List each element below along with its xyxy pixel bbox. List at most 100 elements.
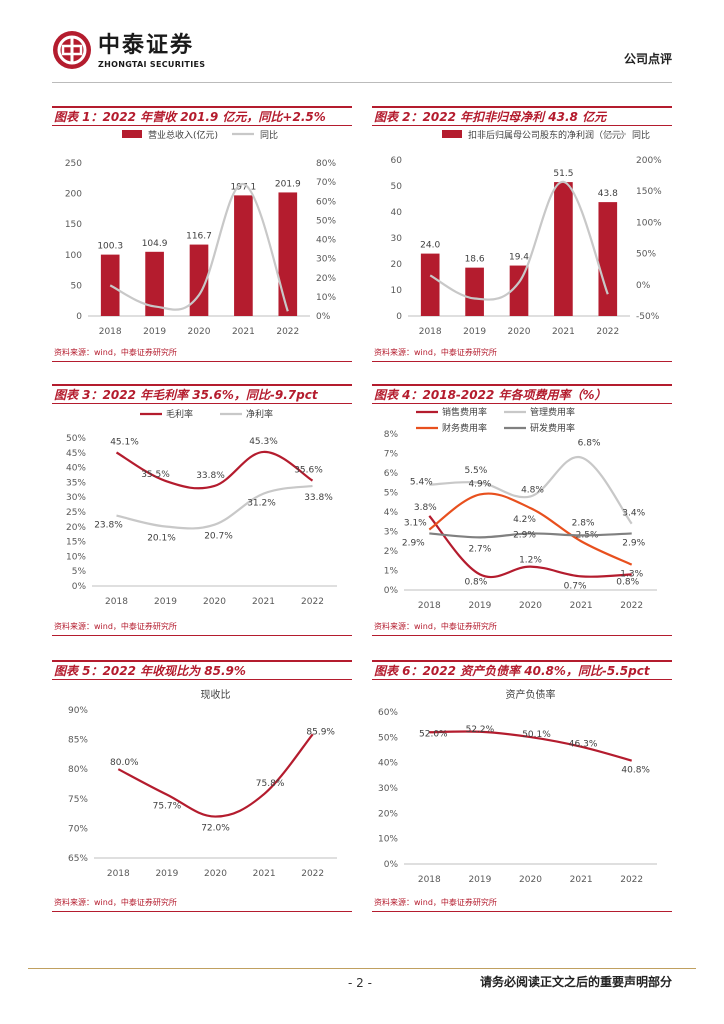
y-tick-label: 0% — [384, 586, 399, 596]
chart-title: 资产负债率 — [506, 688, 556, 701]
bar — [278, 192, 298, 316]
x-tick-label: 2020 — [519, 875, 542, 885]
data-label: 4.9% — [468, 479, 491, 489]
x-tick-label: 2018 — [418, 601, 441, 611]
x-tick-label: 2020 — [508, 327, 531, 337]
y2-tick-label: 70% — [316, 178, 336, 188]
y-tick-label: 0 — [76, 312, 82, 322]
x-tick-label: 2018 — [418, 875, 441, 885]
net-profit-chart: 0 10 20 30 40 50 60 -50% 0% 50% 100% 150% 200% 2018 20… — [391, 129, 663, 337]
y-tick-label: 90% — [68, 706, 88, 716]
data-label: 5.5% — [464, 466, 487, 476]
bar — [554, 182, 573, 316]
series-line — [429, 456, 633, 525]
x-tick-label: 2019 — [155, 869, 178, 879]
x-tick-label: 2020 — [188, 327, 211, 337]
y-tick-label: 75% — [68, 795, 88, 805]
x-tick-label: 2021 — [252, 597, 275, 607]
bar — [598, 202, 618, 316]
y2-tick-label: 50% — [636, 250, 656, 260]
y2-tick-label: 60% — [316, 197, 336, 207]
figure-source: 资料来源：wind，中泰证券研究所 — [52, 896, 352, 912]
figure-4: 图表 4：2018-2022 年各项费用率（%） 0% 1% 2% 3% 4% 5% 6% 7… — [372, 384, 672, 640]
y2-tick-label: 50% — [316, 216, 336, 226]
figure-title: 图表 5：2022 年收现比为 85.9% — [52, 660, 352, 680]
data-label: 72.0% — [201, 824, 230, 834]
legend-label: 研发费用率 — [530, 422, 575, 434]
y-tick-label: 80% — [68, 765, 88, 775]
y-tick-label: 45% — [66, 449, 86, 459]
data-label: 20.7% — [204, 532, 233, 542]
y-tick-label: 8% — [384, 430, 399, 440]
footer-divider — [28, 968, 696, 969]
data-label: 3.1% — [404, 519, 427, 529]
data-label: 23.8% — [94, 521, 123, 531]
legend-label: 营业总收入(亿元) — [148, 129, 218, 141]
yoy-line — [429, 180, 609, 301]
y-tick-label: 6% — [384, 469, 399, 479]
debt-ratio-chart: 0% 10% 20% 30% 40% 50% 60% 2018 2019 2020 2021 2022… — [378, 688, 657, 885]
y2-tick-label: 40% — [316, 236, 336, 246]
y-tick-label: 10% — [66, 552, 86, 562]
y-tick-label: 30% — [378, 784, 398, 794]
data-label: 85.9% — [306, 727, 335, 737]
y-tick-label: 0 — [396, 312, 402, 322]
legend-label: 同比 — [632, 129, 650, 141]
y2-tick-label: 0% — [316, 312, 331, 322]
series-line — [429, 730, 632, 762]
y-tick-label: 150 — [65, 220, 82, 230]
y-tick-label: 100 — [65, 251, 82, 261]
x-tick-label: 2022 — [301, 597, 324, 607]
document-type: 公司点评 — [623, 52, 672, 66]
series-line — [116, 484, 313, 530]
x-tick-label: 2022 — [596, 327, 619, 337]
series-line — [429, 532, 632, 539]
page-header: 中泰证券 ZHONGTAI SECURITIES 公司点评 — [0, 0, 724, 86]
y-tick-label: 0% — [384, 860, 399, 870]
series-line — [428, 492, 633, 566]
bar — [189, 244, 209, 316]
data-label: 20.1% — [147, 534, 176, 544]
legend-label: 销售费用率 — [442, 406, 487, 418]
y-tick-label: 70% — [68, 824, 88, 834]
figure-source: 资料来源：wind，中泰证券研究所 — [52, 346, 352, 362]
bar-data-label: 201.9 — [275, 179, 301, 189]
data-label: 46.3% — [569, 740, 598, 750]
y-tick-label: 50 — [71, 281, 83, 291]
data-label: 75.7% — [153, 802, 182, 812]
figure-source: 资料来源：wind，中泰证券研究所 — [372, 346, 672, 362]
y-tick-label: 200 — [65, 190, 82, 200]
margin-chart: 0% 5% 10% 15% 20% 25% 30% 35% 40% 45% 50% 2018 2019 2… — [66, 408, 337, 607]
y-tick-label: 250 — [65, 159, 82, 169]
bar-data-label: 24.0 — [420, 241, 440, 251]
y2-tick-label: 150% — [636, 187, 662, 197]
x-tick-label: 2020 — [203, 597, 226, 607]
figure-title: 图表 6：2022 资产负债率 40.8%，同比-5.5pct — [372, 660, 672, 680]
data-label: 2.7% — [468, 544, 491, 554]
data-label: 50.1% — [522, 730, 551, 740]
bar — [465, 267, 484, 316]
brand-name-en: ZHONGTAI SECURITIES — [98, 60, 206, 69]
figure-2: 图表 2：2022 年扣非归母净利 43.8 亿元 0 10 20 30 40 50 60 -… — [372, 106, 672, 366]
x-tick-label: 2021 — [570, 875, 593, 885]
x-tick-label: 2019 — [143, 327, 166, 337]
x-tick-label: 2019 — [468, 601, 491, 611]
y-tick-label: 85% — [68, 736, 88, 746]
y-tick-label: 65% — [68, 854, 88, 864]
y2-tick-label: 30% — [316, 255, 336, 265]
data-label: 0.7% — [564, 581, 587, 591]
x-tick-label: 2019 — [468, 875, 491, 885]
figure-5: 图表 5：2022 年收现比为 85.9% 65% 70% 75% 80% 85% 90%… — [52, 660, 352, 916]
y-tick-label: 60 — [391, 156, 403, 166]
legend-swatch — [122, 130, 142, 138]
bar — [234, 195, 253, 316]
legend-label: 同比 — [260, 129, 278, 141]
y-tick-label: 25% — [66, 508, 86, 518]
legend-label: 管理费用率 — [530, 406, 575, 418]
data-label: 45.3% — [249, 437, 278, 447]
y-tick-label: 1% — [384, 567, 399, 577]
bar-data-label: 197.1 — [231, 182, 257, 192]
brand-name: 中泰证券 — [98, 33, 195, 58]
legend-label: 净利率 — [246, 408, 273, 420]
y-tick-label: 50 — [391, 182, 403, 192]
